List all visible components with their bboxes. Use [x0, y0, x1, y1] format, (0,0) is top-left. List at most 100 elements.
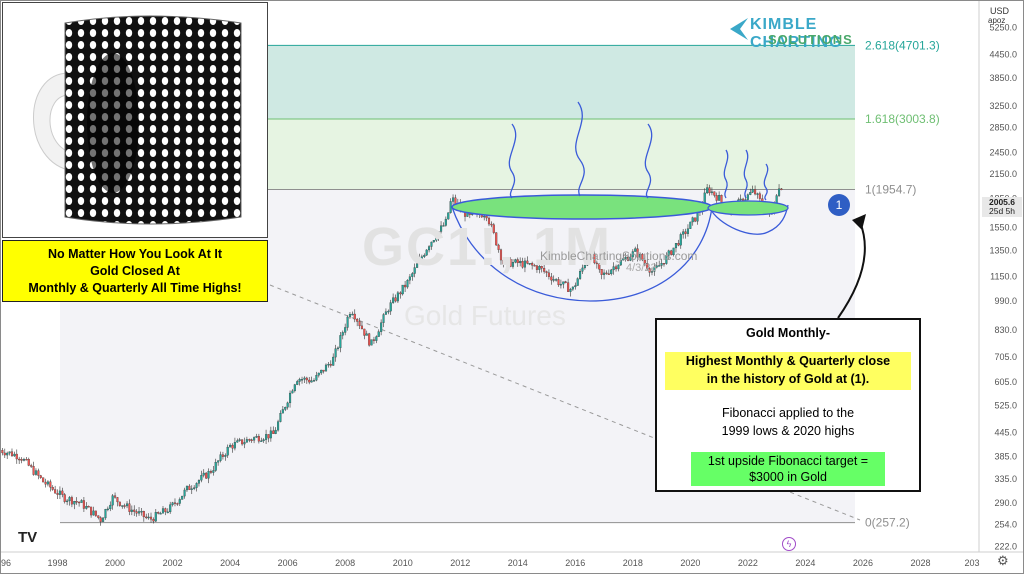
candle-271: [648, 267, 651, 277]
candle-146: [348, 312, 352, 319]
candle-25: [58, 486, 61, 500]
candle-267: [638, 252, 642, 262]
candle-29: [68, 496, 71, 506]
year-tick-16: 2028: [910, 558, 930, 568]
candle-263: [629, 253, 632, 262]
candle-107: [255, 433, 258, 438]
candle-20: [46, 480, 49, 487]
candle-116: [277, 419, 280, 432]
candle-40: [94, 510, 97, 517]
candle-258: [617, 264, 620, 272]
watermark-date: 4/3/23: [626, 262, 657, 274]
candle-184: [440, 221, 443, 234]
candle-118: [281, 406, 284, 414]
info-title: Gold Monthly-: [745, 326, 830, 340]
candle-42: [99, 516, 102, 526]
candle-37: [87, 505, 90, 508]
candle-163: [389, 299, 392, 315]
candle-121: [288, 390, 292, 408]
candle-167: [399, 291, 402, 299]
candle-55: [130, 505, 133, 516]
candle-68: [161, 506, 165, 514]
time-axis[interactable]: 96 1998 2000 2002 2004 2006 2008 2010 2012 2014 20…: [0, 551, 1024, 568]
candle-128: [305, 376, 308, 384]
candle-35: [82, 496, 85, 512]
candle-89: [212, 466, 215, 476]
candle-8: [18, 456, 21, 464]
candle-153: [365, 330, 368, 336]
candle-287: [686, 224, 690, 237]
price-tick-22: 222.0: [994, 542, 1017, 552]
currency-label: USD: [990, 6, 1010, 16]
candle-284: [679, 232, 682, 249]
candle-156: [372, 336, 375, 344]
cup-bowl: [451, 206, 713, 302]
candle-94: [224, 453, 227, 461]
year-tick-10: 2016: [565, 558, 585, 568]
lightning-icon[interactable]: ϟ: [782, 537, 796, 551]
candle-15: [34, 468, 38, 476]
candle-140: [334, 344, 337, 362]
watermark-name: Gold Futures: [404, 300, 566, 331]
candle-238: [569, 287, 572, 297]
candle-233: [557, 277, 560, 287]
candle-83: [197, 479, 201, 487]
candle-171: [408, 273, 411, 285]
candle-120: [286, 401, 289, 410]
candle-172: [411, 272, 414, 281]
candle-178: [425, 249, 428, 256]
year-tick-4: 2004: [220, 558, 240, 568]
left-callout: No Matter How You Look At It Gold Closed…: [2, 240, 268, 302]
candle-158: [377, 329, 380, 337]
candle-32: [75, 497, 78, 505]
candle-31: [73, 500, 76, 510]
candle-76: [181, 495, 184, 500]
candle-119: [284, 406, 287, 412]
candle-133: [317, 372, 320, 378]
logo-line-2: SOLUTIONS: [768, 32, 853, 47]
candle-9: [20, 457, 23, 464]
candle-69: [164, 507, 167, 516]
candle-111: [265, 429, 268, 444]
candle-114: [272, 426, 275, 434]
info-target-2: $3000 in Gold: [749, 470, 827, 484]
candle-175: [418, 253, 421, 265]
candle-105: [250, 438, 253, 443]
candle-47: [111, 494, 114, 510]
candle-66: [157, 511, 160, 515]
candle-217: [519, 257, 522, 267]
candle-279: [667, 249, 670, 260]
candle-177: [423, 253, 426, 259]
candle-241: [576, 277, 579, 286]
candle-174: [416, 260, 419, 268]
settings-gear-icon[interactable]: ⚙: [997, 553, 1009, 568]
candle-54: [128, 499, 131, 516]
price-tick-13: 830.0: [994, 325, 1017, 335]
candle-224: [535, 264, 538, 273]
candle-315: [754, 185, 757, 196]
candle-157: [375, 335, 378, 344]
candle-112: [267, 434, 270, 443]
candle-132: [315, 371, 318, 382]
candle-286: [684, 228, 687, 239]
candle-67: [159, 511, 162, 515]
bar-countdown: 25d 5h: [989, 206, 1015, 216]
candle-289: [691, 216, 694, 226]
candle-295: [706, 184, 709, 194]
candle-108: [257, 433, 260, 444]
annotation-arrowhead: [852, 214, 866, 230]
fib-label-1: 1(1954.7): [865, 183, 916, 197]
candle-166: [396, 291, 399, 303]
candle-147: [351, 311, 354, 316]
callout-line-3: Monthly & Quarterly All Time Highs!: [28, 280, 242, 295]
mug-image: [2, 2, 268, 238]
year-tick-11: 2018: [623, 558, 643, 568]
scale-mode-label[interactable]: apoz: [988, 16, 1006, 25]
year-tick-2: 2000: [105, 558, 125, 568]
candle-276: [660, 258, 663, 269]
price-tick-10: 1350.0: [989, 245, 1017, 255]
candle-262: [626, 254, 630, 262]
year-tick-0: 96: [1, 558, 11, 568]
tradingview-logo[interactable]: TV: [18, 529, 38, 546]
candle-186: [444, 216, 447, 227]
